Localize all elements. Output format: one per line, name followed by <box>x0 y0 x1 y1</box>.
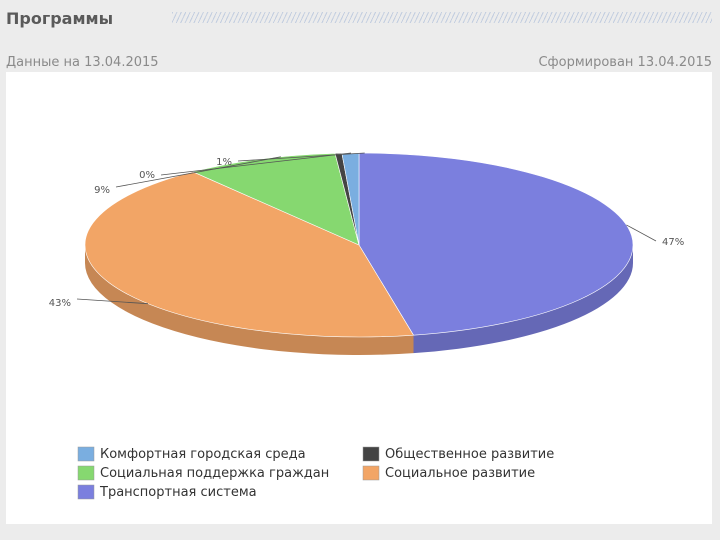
legend-item-социальное-развитие[interactable]: Социальное развитие <box>362 465 535 481</box>
pie-slice-социальное-развитие[interactable] <box>84 171 415 338</box>
legend-label-социальное-развитие: Социальное развитие <box>385 466 535 481</box>
pie-slice-транспортная-система[interactable] <box>358 152 634 336</box>
legend-swatch-социальная-поддержка-граждан <box>77 465 95 481</box>
legend-swatch-транспортная-система <box>77 484 95 500</box>
legend-item-транспортная-система[interactable]: Транспортная система <box>77 484 257 500</box>
data-date: Данные на 13.04.2015 <box>6 55 159 70</box>
legend-item-социальная-поддержка-граждан[interactable]: Социальная поддержка граждан <box>77 465 329 481</box>
legend-swatch-общественное-развитие <box>362 446 380 462</box>
header-decoration <box>172 12 712 23</box>
leader-line-комфортная-городская-среда <box>237 152 365 162</box>
legend-swatch-комфортная-городская-среда <box>77 446 95 462</box>
data-label-общественное-развитие: 0% <box>139 170 155 181</box>
leader-line-социальное-развитие <box>76 298 148 305</box>
pie-side-транспортная-система <box>413 245 633 354</box>
legend-swatch-социальное-развитие <box>362 465 380 481</box>
chart-panel: 47% 43% 9% 0% 1% Комфортная городская среда Об… <box>6 72 712 524</box>
data-label-транспортная-система: 47% <box>662 237 684 248</box>
legend-item-комфортная-городская-среда[interactable]: Комфортная городская среда <box>77 446 306 462</box>
legend-label-социальная-поддержка-граждан: Социальная поддержка граждан <box>100 466 329 481</box>
pie-labels: 47% 43% 9% 0% 1% <box>49 152 684 309</box>
legend-label-комфортная-городская-среда: Комфортная городская среда <box>100 447 306 462</box>
pie-tops <box>84 152 634 338</box>
legend: Комфортная городская среда Общественное р… <box>77 446 554 500</box>
page-title: Программы <box>6 9 114 28</box>
legend-item-общественное-развитие[interactable]: Общественное развитие <box>362 446 554 462</box>
data-label-социальное-развитие: 43% <box>49 298 71 309</box>
pie-side-социальное-развитие <box>85 245 414 355</box>
page-header: Программы <box>0 0 720 38</box>
data-label-комфортная-городская-среда: 1% <box>216 157 232 168</box>
formed-date: Сформирован 13.04.2015 <box>538 55 712 70</box>
pie-chart: 47% 43% 9% 0% 1% Комфортная городская среда Об… <box>49 152 684 500</box>
leader-line-социальная-поддержка-граждан <box>115 156 281 188</box>
leader-line-транспортная-система <box>626 224 657 242</box>
legend-label-транспортная-система: Транспортная система <box>99 485 257 500</box>
legend-label-общественное-развитие: Общественное развитие <box>385 447 554 462</box>
leader-line-общественное-развитие <box>160 152 352 176</box>
data-label-социальная-поддержка-граждан: 9% <box>94 185 110 196</box>
pie-sides <box>85 245 633 355</box>
